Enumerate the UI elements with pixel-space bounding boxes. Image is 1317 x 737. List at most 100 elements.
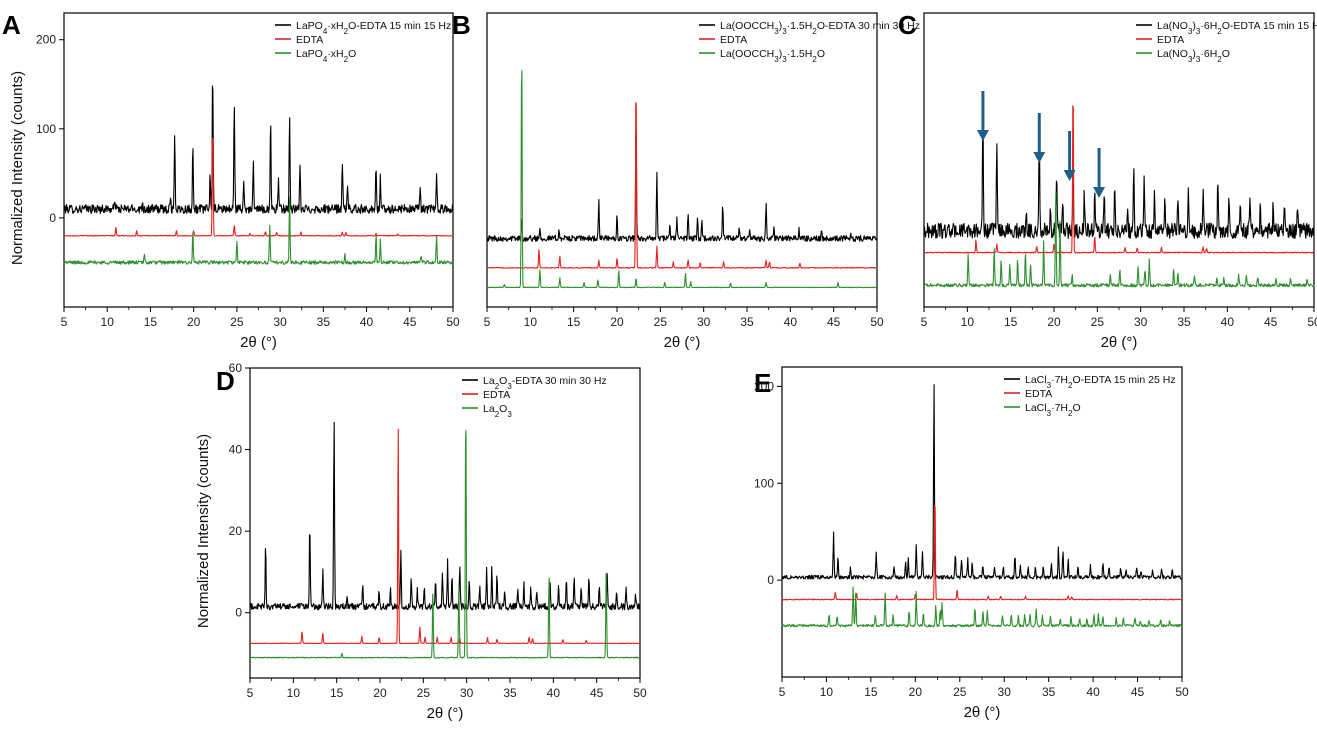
x-tick-label: 40 (1086, 685, 1100, 699)
legend-entry: EDTA (1157, 34, 1184, 46)
legend-entry: La2O3 (483, 403, 512, 419)
arrow-head (1033, 152, 1046, 163)
x-tick-label: 10 (524, 315, 538, 329)
x-axis-label: 2θ (°) (1101, 334, 1138, 351)
x-tick-label: 50 (1307, 315, 1317, 329)
series-line (486, 102, 878, 269)
x-tick-label: 50 (446, 315, 460, 329)
x-tick-label: 30 (273, 315, 287, 329)
y-axis-label: Normalized Intensity (counts) (9, 71, 26, 265)
x-tick-label: 15 (864, 685, 878, 699)
x-tick-label: 50 (1175, 685, 1189, 699)
legend-entry: LaCl3·7H2O-EDTA 15 min 25 Hz (1025, 374, 1176, 390)
x-tick-label: 20 (610, 315, 624, 329)
x-tick-label: 25 (417, 686, 431, 700)
x-tick-label: 15 (144, 315, 158, 329)
x-tick-label: 10 (101, 315, 115, 329)
legend-entry: La2O3-EDTA 30 min 30 Hz (483, 375, 607, 391)
legend-entry: EDTA (1025, 388, 1052, 400)
x-tick-label: 10 (820, 685, 834, 699)
x-tick-label: 35 (1042, 685, 1056, 699)
series-line (781, 384, 1183, 580)
x-tick-label: 30 (697, 315, 711, 329)
x-tick-label: 40 (784, 315, 798, 329)
series-line (249, 421, 641, 611)
y-tick-label: 60 (229, 361, 243, 375)
x-tick-label: 50 (870, 315, 884, 329)
x-axis-label: 2θ (°) (240, 334, 277, 351)
series-line (923, 191, 1315, 288)
x-tick-label: 45 (590, 686, 604, 700)
x-tick-label: 35 (317, 315, 331, 329)
panel-letter: B (452, 10, 471, 40)
x-tick-label: 45 (1131, 685, 1145, 699)
x-tick-label: 35 (503, 686, 517, 700)
x-tick-label: 5 (779, 685, 786, 699)
x-tick-label: 45 (1264, 315, 1278, 329)
x-tick-label: 50 (633, 686, 647, 700)
legend-entry: La(NO3)3·6H2O-EDTA 15 min 15 Hz (1157, 20, 1317, 36)
y-tick-label: 200 (36, 33, 56, 47)
arrow-head (1063, 170, 1076, 181)
panel-B: B 5 10 15 20 25 30 35 40 45 50 2θ (°) La(OOCCH3)3·1.… (452, 10, 920, 351)
x-tick-label: 15 (567, 315, 581, 329)
legend-entry: La(NO3)3·6H2O (1157, 48, 1230, 64)
x-tick-label: 25 (1091, 315, 1105, 329)
legend-entry: LaCl3·7H2O (1025, 402, 1081, 418)
y-tick-label: 0 (767, 573, 774, 587)
x-tick-label: 20 (373, 686, 387, 700)
series-line (486, 70, 878, 289)
x-tick-label: 20 (909, 685, 923, 699)
y-tick-label: 40 (229, 443, 243, 457)
x-tick-label: 35 (740, 315, 754, 329)
x-tick-label: 5 (484, 315, 491, 329)
series-line (781, 586, 1183, 628)
x-axis-label: 2θ (°) (427, 705, 464, 722)
x-tick-label: 40 (547, 686, 561, 700)
panel-letter: E (754, 368, 771, 398)
series-line (63, 196, 454, 265)
x-tick-label: 20 (187, 315, 201, 329)
x-tick-label: 10 (961, 315, 975, 329)
x-tick-label: 15 (330, 686, 344, 700)
y-tick-label: 200 (754, 379, 774, 393)
x-tick-label: 30 (460, 686, 474, 700)
x-tick-label: 25 (230, 315, 244, 329)
legend-entry: EDTA (720, 34, 747, 46)
x-tick-label: 5 (247, 686, 254, 700)
panel-E: E 5 10 15 20 25 30 35 40 45 50 0 100 200 2θ (°) LaCl3·7… (754, 366, 1189, 721)
legend-entry: EDTA (483, 389, 510, 401)
series-line (923, 100, 1315, 239)
x-tick-label: 45 (403, 315, 417, 329)
series-line (63, 137, 454, 237)
y-tick-label: 0 (235, 606, 242, 620)
legend-entry: EDTA (296, 34, 323, 46)
x-tick-label: 35 (1177, 315, 1191, 329)
y-tick-label: 100 (36, 122, 56, 136)
y-tick-label: 100 (754, 476, 774, 490)
x-tick-label: 5 (61, 315, 68, 329)
legend-entry: La(OOCCH3)3·1.5H2O (720, 48, 825, 64)
x-tick-label: 25 (654, 315, 668, 329)
x-tick-label: 45 (827, 315, 841, 329)
x-tick-label: 40 (360, 315, 374, 329)
panel-letter: D (216, 366, 235, 396)
x-tick-label: 20 (1047, 315, 1061, 329)
panel-C: C 5 10 15 20 25 30 35 40 45 50 2θ (°) La(NO3)3·6H2O-… (898, 10, 1317, 351)
panel-letter: C (898, 10, 917, 40)
legend-entry: LaPO4·xH2O-EDTA 15 min 15 Hz (296, 20, 451, 36)
y-tick-label: 20 (229, 524, 243, 538)
x-tick-label: 25 (953, 685, 967, 699)
x-axis-label: 2θ (°) (964, 704, 1001, 721)
plot-frame (781, 366, 1183, 678)
x-tick-label: 40 (1221, 315, 1235, 329)
x-tick-label: 30 (1134, 315, 1148, 329)
series-line (923, 105, 1315, 254)
series-line (249, 428, 641, 645)
series-line (63, 85, 454, 214)
x-tick-label: 10 (287, 686, 301, 700)
panel-D: D 5 10 15 20 25 30 35 40 45 50 0 20 40 60 2θ (°) Normali… (195, 361, 647, 722)
x-tick-label: 5 (921, 315, 928, 329)
legend-entry: LaPO4·xH2O (296, 48, 356, 64)
